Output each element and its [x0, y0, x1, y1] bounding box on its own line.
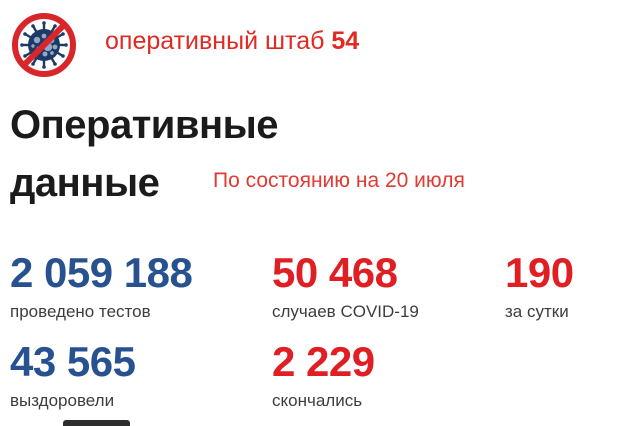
as-of-date-note: По состоянию на 20 июля — [213, 169, 465, 192]
stat-value: 2 229 — [272, 338, 375, 385]
stat-label: скончались — [272, 391, 363, 410]
brand-title-text: оперативный штаб — [105, 27, 325, 55]
stat-value: 50 468 — [272, 249, 398, 296]
brand-title: оперативный штаб 54 — [105, 26, 359, 56]
bottom-cutoff-element — [63, 420, 130, 426]
page-title: Оперативные данные — [10, 96, 279, 212]
page-title-line2: данные — [10, 161, 160, 205]
stat-label: за сутки — [505, 302, 569, 321]
stat-value: 43 565 — [10, 338, 136, 385]
stat-value: 190 — [505, 249, 574, 296]
brand-region-number: 54 — [331, 27, 360, 55]
stat-label: проведено тестов — [10, 302, 151, 321]
no-virus-icon — [10, 9, 78, 77]
page-title-line1: Оперативные — [10, 103, 279, 147]
stat-deceased: 2 229 скончались — [272, 340, 375, 411]
stat-tests-performed: 2 059 188 проведено тестов — [10, 249, 193, 322]
stat-cases-per-day: 190 за сутки — [505, 251, 574, 322]
stat-label: случаев COVID-19 — [272, 302, 419, 321]
stat-label: выздоровели — [10, 391, 115, 410]
stat-value: 2 059 188 — [10, 249, 193, 296]
stat-recovered: 43 565 выздоровели — [10, 338, 136, 411]
stat-covid-cases: 50 468 случаев COVID-19 — [272, 251, 419, 322]
